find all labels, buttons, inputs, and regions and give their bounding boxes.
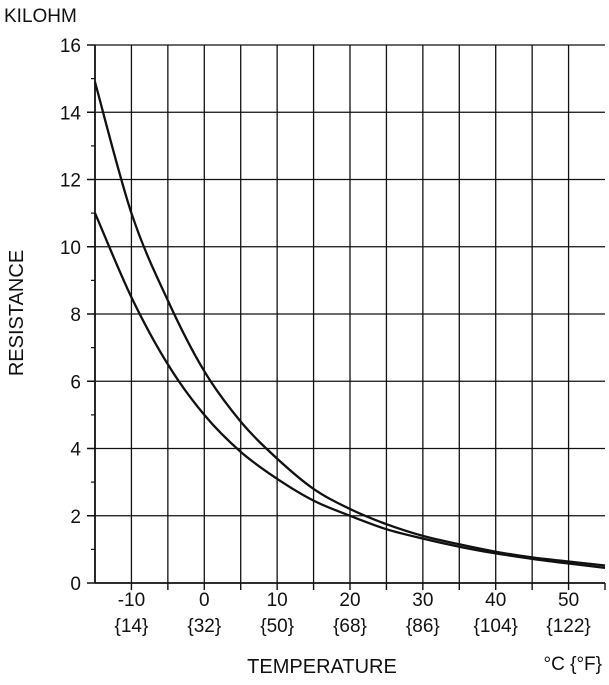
series-curve-2 <box>93 212 606 570</box>
y-tick-label: 2 <box>70 507 81 528</box>
y-tick-label: 10 <box>60 238 81 259</box>
y-tick-label: 8 <box>70 305 81 326</box>
y-axis-label: RESISTANCE <box>6 250 28 376</box>
grid-lines <box>95 44 605 583</box>
x-tick-label: 0 <box>199 590 210 611</box>
series-curve-1 <box>93 81 606 567</box>
y-unit-label: KILOHM <box>4 6 77 27</box>
y-tick-label: 6 <box>70 372 81 393</box>
x-tick-label-fahrenheit: {50} <box>260 616 294 637</box>
x-tick-label-fahrenheit: {68} <box>333 616 367 637</box>
y-tick-label: 12 <box>60 171 81 192</box>
x-axis-label: TEMPERATURE <box>247 656 397 678</box>
x-tick-label-fahrenheit: {86} <box>406 616 440 637</box>
x-tick-label: 40 <box>485 590 506 611</box>
x-tick-label: 20 <box>339 590 360 611</box>
x-tick-label-fahrenheit: {14} <box>115 616 149 637</box>
y-tick-label: 16 <box>60 36 81 57</box>
x-tick-label: -10 <box>118 590 145 611</box>
x-tick-label: 10 <box>267 590 288 611</box>
tick-labels: 0 2 4 6 8 10 12 14 16 -10 {14} 0 {32} 10 {50} 20 {68} 30 {… <box>60 36 591 637</box>
x-tick-label-fahrenheit: {32} <box>187 616 221 637</box>
x-tick-label-fahrenheit: {122} <box>546 616 590 637</box>
y-tick-label: 4 <box>70 440 81 461</box>
y-tick-label: 14 <box>60 103 82 124</box>
x-tick-label: 50 <box>558 590 579 611</box>
x-tick-label-fahrenheit: {104} <box>474 616 518 637</box>
axes <box>87 44 606 590</box>
x-tick-label: 30 <box>412 590 433 611</box>
y-tick-label: 0 <box>70 574 81 595</box>
x-unit-label: °C {°F} <box>544 654 603 675</box>
series-curves <box>93 81 606 570</box>
